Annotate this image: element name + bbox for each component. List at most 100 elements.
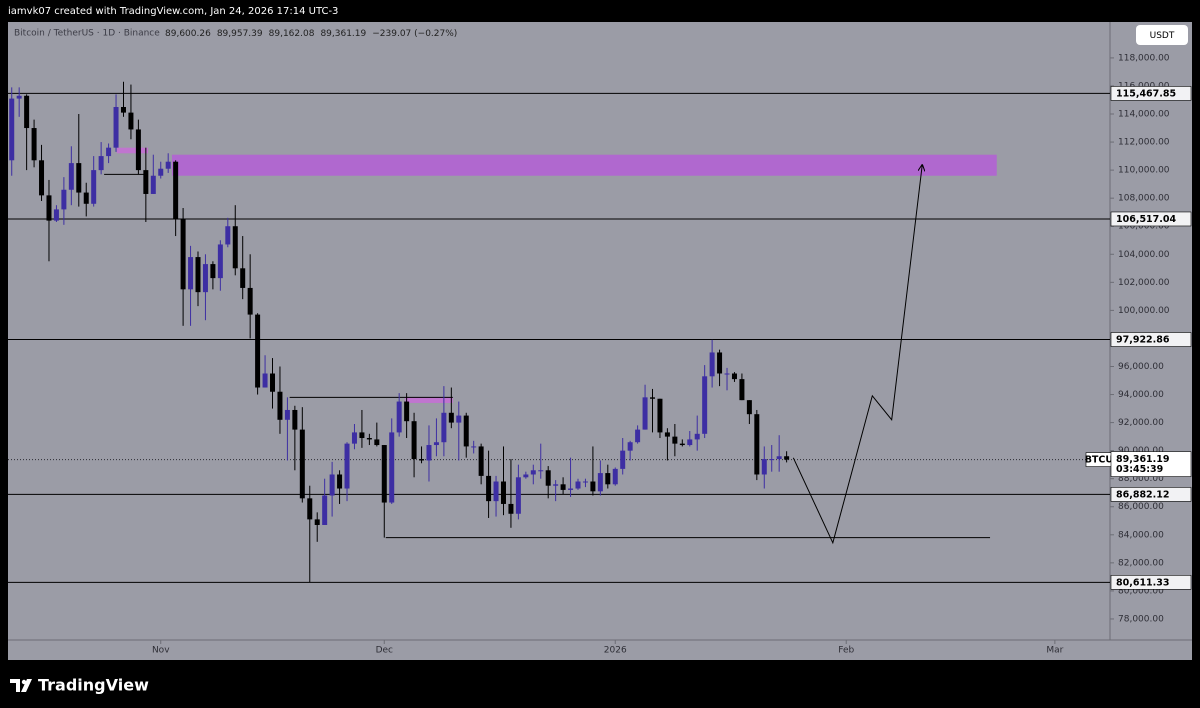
- level-tag-label: 80,611.33: [1116, 577, 1170, 588]
- y-tick-label: 88,000.00: [1118, 474, 1164, 484]
- candle-body: [83, 192, 89, 204]
- candle-body: [605, 473, 611, 485]
- candle-body: [39, 160, 45, 196]
- candle-body: [210, 264, 216, 279]
- y-tick-label: 100,000.00: [1118, 306, 1170, 316]
- y-tick-label: 102,000.00: [1118, 278, 1170, 288]
- candle-body: [545, 470, 551, 486]
- candle-body: [448, 412, 454, 423]
- y-tick-label: 92,000.00: [1118, 418, 1164, 428]
- candle-body: [776, 456, 782, 460]
- ohlc-value: 89,600.26: [165, 29, 211, 39]
- x-tick-label: 2026: [604, 646, 627, 656]
- zone: [405, 397, 453, 403]
- candle-body: [471, 446, 477, 448]
- candle-body: [456, 415, 462, 423]
- candle-body: [277, 391, 283, 420]
- candle-body: [717, 352, 723, 374]
- candle-body: [24, 95, 30, 129]
- candle-body: [746, 400, 752, 415]
- y-tick-label: 86,000.00: [1118, 502, 1164, 512]
- candle-body: [128, 112, 134, 130]
- candle-body: [337, 474, 343, 489]
- zone: [116, 147, 149, 154]
- candle-body: [255, 314, 261, 388]
- chart-panel: [8, 22, 1192, 660]
- candle-body: [389, 432, 395, 503]
- y-tick-label: 82,000.00: [1118, 558, 1164, 568]
- currency-label[interactable]: USDT: [1150, 31, 1175, 41]
- candle-body: [351, 432, 357, 444]
- zone: [171, 154, 997, 176]
- candle-body: [359, 432, 365, 439]
- candle-body: [292, 409, 298, 430]
- level-tag: [1110, 332, 1192, 347]
- candle-body: [761, 459, 767, 475]
- candle-body: [307, 498, 313, 520]
- candle-body: [16, 95, 22, 99]
- x-tick-label: Feb: [838, 646, 854, 656]
- y-tick-label: 84,000.00: [1118, 530, 1164, 540]
- price-tag-label: 89,361.19: [1116, 454, 1170, 465]
- level-tag: [1110, 487, 1192, 502]
- level-tag-label: 106,517.04: [1116, 214, 1176, 225]
- y-tick-label: 108,000.00: [1118, 194, 1170, 204]
- candle-body: [419, 459, 425, 461]
- candle-body: [769, 459, 775, 461]
- candle-body: [322, 495, 328, 525]
- candle-body: [463, 415, 469, 447]
- candle-body: [225, 226, 231, 245]
- candle-body: [508, 503, 514, 514]
- candle-body: [344, 443, 350, 489]
- candle-body: [202, 264, 208, 293]
- candle-body: [486, 475, 492, 502]
- change: −239.07 (−0.27%): [372, 29, 457, 39]
- y-tick-label: 104,000.00: [1118, 250, 1170, 260]
- candle-body: [396, 401, 402, 433]
- x-tick-label: Mar: [1046, 646, 1063, 656]
- candle-body: [106, 147, 112, 157]
- candle-body: [240, 268, 246, 288]
- candle-body: [158, 168, 164, 176]
- candle-body: [538, 470, 544, 472]
- candle-body: [664, 432, 670, 437]
- candle-body: [523, 474, 529, 478]
- x-tick-label: Nov: [152, 646, 170, 656]
- candle-body: [46, 195, 52, 221]
- candle-body: [113, 106, 119, 148]
- y-tick-label: 96,000.00: [1118, 362, 1164, 372]
- brand: TradingView: [38, 676, 149, 695]
- candle-body: [120, 106, 126, 113]
- instrument: Bitcoin / TetherUS · 1D · Binance: [14, 29, 160, 39]
- y-tick-label: 78,000.00: [1118, 614, 1164, 624]
- candle-body: [68, 163, 74, 190]
- symbol-label: BTCUSDT: [1085, 455, 1135, 466]
- candle-body: [262, 373, 268, 388]
- y-tick-label: 106,000.00: [1118, 222, 1170, 232]
- candle-body: [679, 443, 685, 446]
- price-tag: [1110, 451, 1192, 477]
- candle-body: [582, 481, 588, 483]
- candle-body: [530, 470, 536, 475]
- candle-body: [217, 244, 223, 279]
- candle-body: [731, 373, 737, 380]
- candle-body: [553, 484, 559, 486]
- currency-button[interactable]: [1136, 25, 1188, 45]
- candle-body: [53, 209, 59, 221]
- candle-body: [560, 484, 566, 490]
- candle-body: [381, 445, 387, 503]
- ohlc-value: 89,957.39: [217, 29, 263, 39]
- candle-body: [143, 170, 149, 194]
- candle-body: [411, 421, 417, 460]
- candle-body: [687, 439, 693, 446]
- candle-body: [478, 446, 484, 476]
- candle-body: [374, 439, 380, 446]
- candle-body: [568, 488, 574, 490]
- y-tick-label: 90,000.00: [1118, 446, 1164, 456]
- candle-body: [329, 474, 335, 496]
- candle-body: [441, 412, 447, 443]
- candle-body: [620, 450, 626, 469]
- candle-body: [739, 379, 745, 401]
